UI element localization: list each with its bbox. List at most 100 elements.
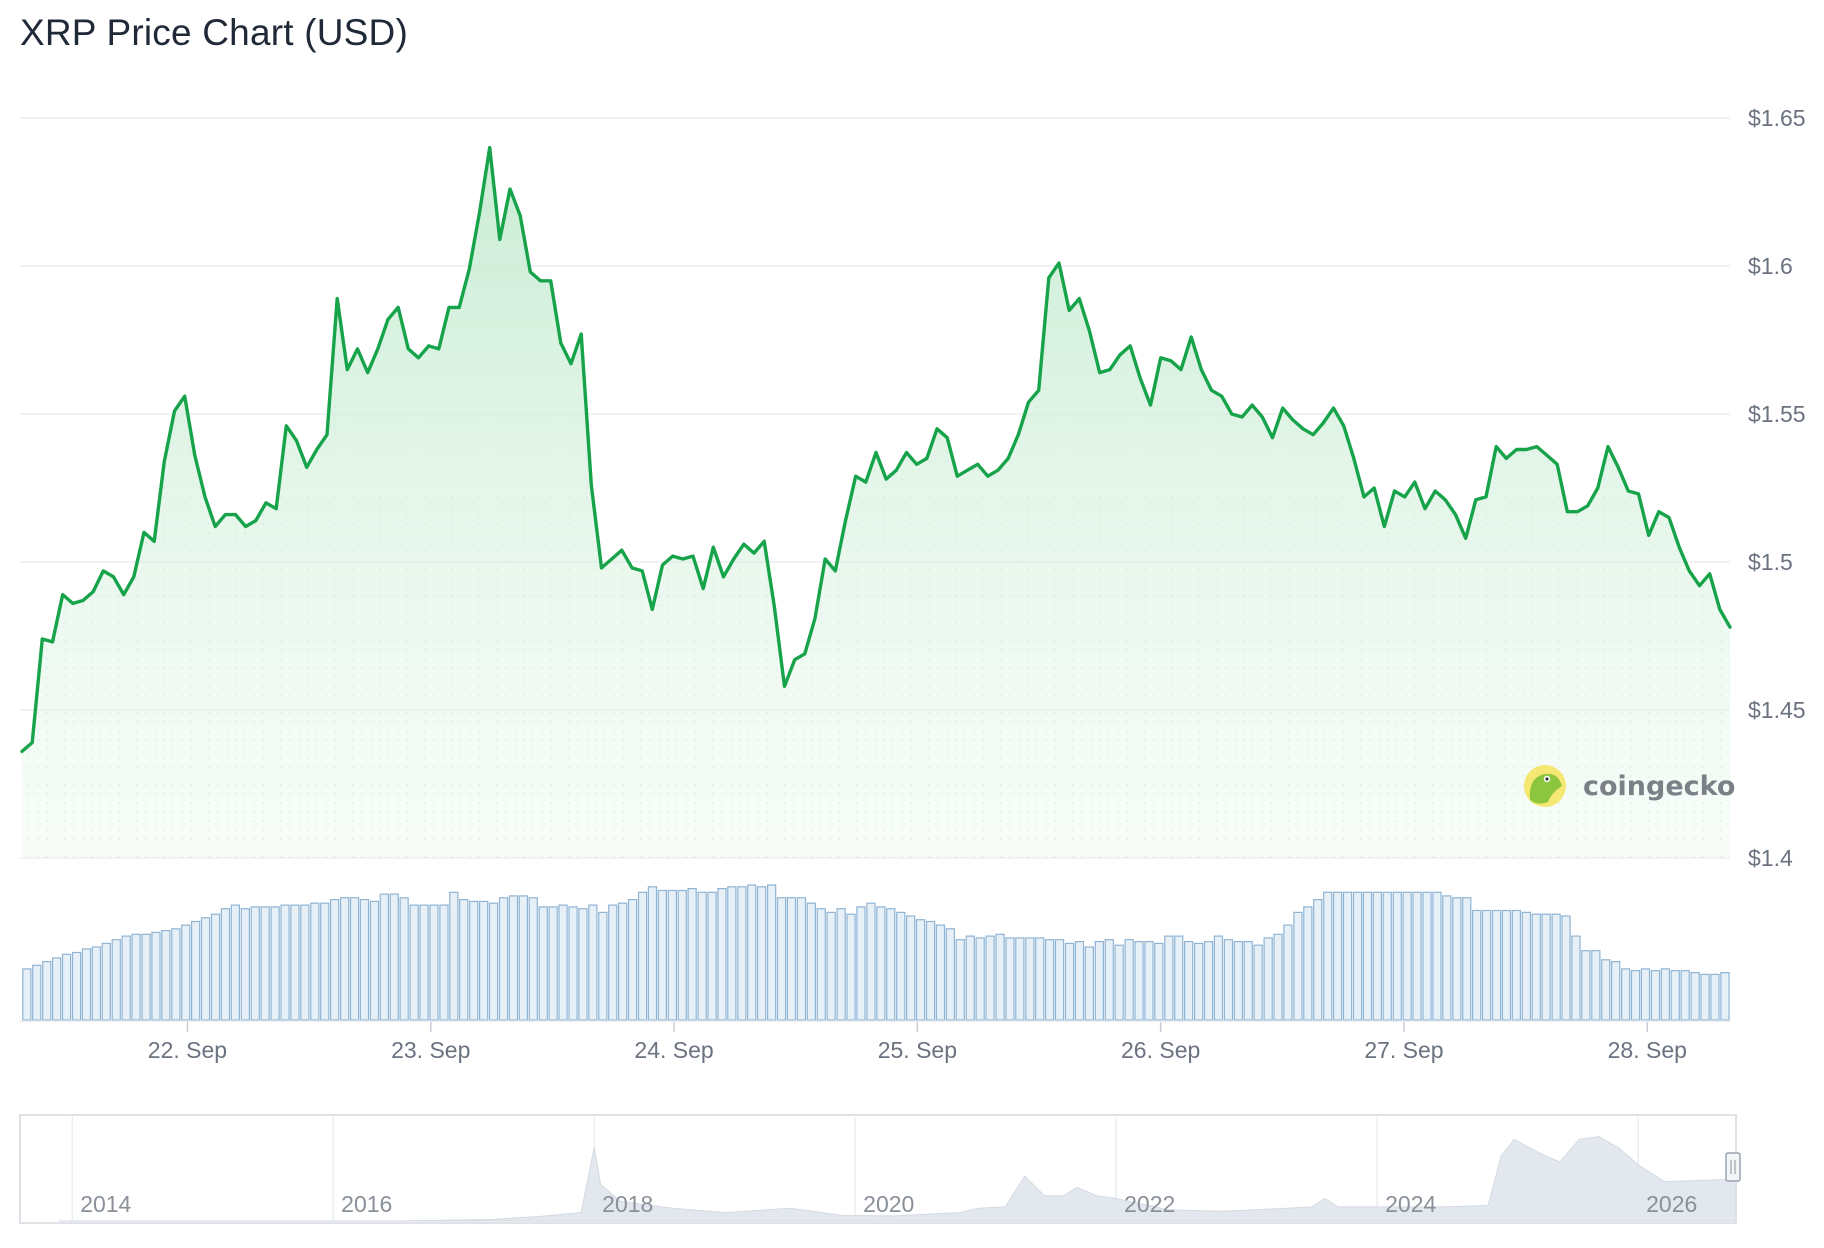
volume-bar [915,919,926,1021]
x-tick-label: 24. Sep [634,1037,713,1063]
volume-bar [1422,891,1432,1021]
x-tick-label: 25. Sep [878,1037,957,1063]
volume-bar [677,889,687,1021]
volume-bar [240,908,251,1021]
volume-bar [1511,909,1522,1021]
volume-bar [598,911,608,1021]
volume-bar [925,920,936,1021]
volume-bar [1591,950,1601,1021]
volume-bar [528,897,538,1021]
volume-bar [1462,897,1472,1021]
volume-bar [1581,950,1591,1021]
volume-bar [1680,970,1690,1021]
volume-bar [71,951,82,1021]
volume-bar [121,935,131,1021]
navigator-year-label: 2014 [80,1191,131,1217]
volume-bar [1362,891,1373,1021]
volume-bar [1352,891,1363,1021]
volume-bar [886,908,896,1021]
volume-bar [429,904,439,1021]
volume-bar [171,928,181,1021]
volume-bar [945,928,955,1021]
volume-bar [61,953,72,1021]
navigator-year-label: 2022 [1124,1191,1175,1217]
range-navigator[interactable]: 2014 2016 2018 2020 2022 2024 2026 [19,1114,1741,1224]
price-line [20,145,1732,754]
volume-bar [1193,942,1204,1021]
volume-bar [220,908,231,1021]
volume-bar [419,904,429,1021]
volume-bar [727,886,737,1021]
volume-bar [1670,970,1680,1021]
volume-bar [1323,891,1333,1021]
volume-bar [1452,897,1462,1021]
volume-bar [975,937,985,1021]
volume-bar [995,933,1005,1021]
navigator-handle[interactable] [1725,1152,1741,1182]
volume-bar [310,902,320,1021]
volume-bar [1134,940,1144,1021]
volume-bar [1054,939,1065,1021]
volume-bar [518,895,528,1021]
volume-bar [181,924,191,1021]
volume-bar [42,960,52,1021]
volume-bar [1015,937,1025,1021]
navigator-year-label: 2020 [863,1191,914,1217]
volume-bar [101,942,111,1021]
volume-bar [1104,939,1114,1021]
volume-bar [290,904,300,1021]
volume-bar [826,911,836,1021]
coingecko-watermark: coingecko [1524,765,1735,807]
volume-bar [379,893,389,1021]
volume-bar [637,891,648,1021]
volume-bar [459,898,469,1021]
volume-bar [479,900,489,1021]
volume-bar [1481,909,1492,1021]
volume-bar [210,913,221,1021]
volume-bar [1601,959,1611,1021]
volume-bar [280,904,290,1021]
volume-bar [449,891,459,1021]
volume-bar [131,933,141,1021]
volume-bar [22,968,32,1021]
volume-bar [1273,933,1283,1021]
volume-bar [359,898,370,1021]
volume-bar [1044,939,1055,1021]
x-tick-label: 23. Sep [391,1037,470,1063]
volume-bar [667,889,677,1021]
volume-bar [300,904,310,1021]
price-area-dots [22,147,1730,859]
chart-title: XRP Price Chart (USD) [20,12,408,53]
volume-bar [1531,913,1541,1021]
volume-bar [330,898,340,1021]
volume-bar [1332,891,1343,1021]
volume-bar [707,891,717,1021]
volume-bar [1700,973,1710,1021]
volume-bar [399,897,409,1021]
volume-bar [1650,970,1661,1021]
y-tick-label: $1.55 [1748,401,1806,427]
y-tick-label: $1.65 [1748,105,1806,131]
volume-bar [905,915,916,1021]
volume-bar [1253,944,1263,1021]
volume-bar [737,886,747,1021]
navigator-year-label: 2018 [602,1191,653,1217]
volume-bar [1303,906,1313,1021]
y-axis: $1.4 $1.45 $1.5 $1.55 $1.6 $1.65 [1748,105,1806,871]
volume-bar [1174,935,1184,1021]
x-axis: 22. Sep 23. Sep 24. Sep 25. Sep 26. Sep 27. S… [148,1022,1687,1063]
volume-bar [270,906,280,1021]
navigator-year-label: 2024 [1385,1191,1436,1217]
volume-bar [91,946,102,1021]
x-tick-label: 28. Sep [1608,1037,1687,1063]
volume-bar [1501,909,1512,1021]
volume-bar [1064,942,1075,1021]
volume-bar [1442,895,1452,1021]
volume-bar [1342,891,1353,1021]
volume-bar [816,908,826,1021]
x-tick-label: 22. Sep [148,1037,227,1063]
volume-bar [1541,913,1551,1021]
volume-bar [1491,909,1502,1021]
volume-bar [935,924,946,1021]
